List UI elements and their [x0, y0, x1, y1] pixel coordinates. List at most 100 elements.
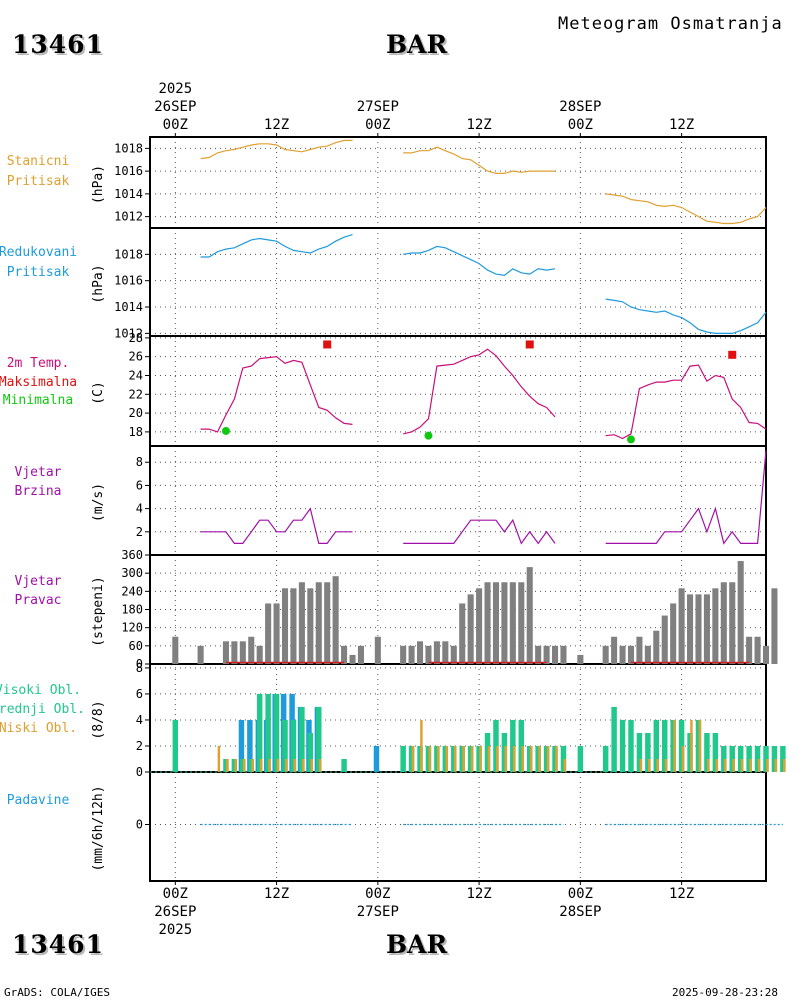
wind-direction-bar [670, 603, 677, 664]
y-tick-label: 26 [129, 350, 143, 364]
station_pressure-series-line [403, 146, 555, 174]
reduced_pressure-series-line [403, 245, 556, 277]
wind-direction-bar [552, 645, 559, 664]
date-label-bottom: 26SEP [154, 904, 196, 920]
wind-direction-bar [408, 645, 415, 664]
wind-direction-bar [687, 594, 694, 664]
wind-direction-bar [357, 645, 364, 664]
low-cloud-bar [487, 745, 491, 772]
panel-frame [149, 445, 767, 556]
mid-cloud-bar [552, 745, 558, 772]
y-tick-label: 0 [136, 657, 143, 671]
high-cloud-bar [255, 719, 262, 772]
panel-label: Brzina [15, 484, 62, 499]
y-tick-label: 1012 [114, 210, 143, 224]
wind_speed-series-line [403, 518, 556, 545]
wind-direction-bar [416, 641, 424, 664]
panel-frame [149, 335, 767, 447]
wind-direction-bar [374, 636, 381, 664]
high-cloud-bar [280, 693, 287, 772]
wind-direction-bar [501, 582, 508, 664]
low-cloud-bar [453, 745, 457, 772]
y-tick-label: 6 [136, 478, 143, 492]
wind-direction-bar [771, 588, 778, 664]
timestamp-text: 2025-09-28-23:28 [672, 986, 778, 999]
low-cloud-bar [318, 758, 322, 772]
low-cloud-bar [226, 758, 229, 772]
y-tick-label: 4 [136, 502, 143, 516]
panel-frame [149, 227, 767, 337]
panel-label: Pritisak [7, 174, 70, 189]
y-tick-label: 28 [129, 331, 143, 345]
wind-direction-bar [518, 582, 525, 664]
mid-cloud-bar [737, 745, 744, 772]
y-tick-label: 8 [136, 661, 143, 675]
y-tick-label: 1018 [114, 247, 143, 261]
y-tick-label: 1014 [114, 187, 143, 201]
low-cloud-bar [302, 758, 305, 772]
wind-direction-bar [678, 588, 685, 664]
wind-direction-bar [712, 588, 719, 664]
wind-direction-bar [459, 603, 466, 664]
mid-cloud-bar [771, 745, 778, 772]
low-cloud-bar [512, 745, 516, 772]
y-tick-label: 2 [136, 739, 143, 753]
tmax-marker [323, 340, 332, 349]
low-cloud-bar [310, 758, 313, 772]
y-tick-label: 300 [121, 566, 143, 580]
mid-cloud-bar [493, 719, 499, 772]
wind-direction-bar [492, 582, 500, 664]
y-tick-label: 8 [136, 455, 143, 469]
mid-cloud-bar [223, 758, 229, 772]
mid-cloud-bar [273, 693, 280, 772]
panel-label: Vjetar [15, 465, 62, 480]
y-tick-label: 1018 [114, 141, 143, 155]
panel-frame [149, 554, 767, 665]
low-cloud-bar [234, 758, 237, 772]
wind-direction-bar [762, 645, 770, 664]
low-cloud-bar [783, 758, 786, 772]
wind-direction-bar [754, 636, 761, 664]
y-axis-label: (hPa) [91, 264, 106, 303]
low-cloud-bar [428, 745, 432, 772]
hour-label-top: 12Z [669, 117, 694, 133]
mid-cloud-bar [535, 745, 541, 772]
wind-direction-bar [737, 561, 744, 664]
panel-label: Stanicni [7, 154, 70, 169]
wind-direction-bar [442, 641, 449, 664]
wind-direction-bar [543, 645, 550, 664]
city-name-bottom: BAR [386, 930, 448, 959]
panel-frame [149, 663, 767, 773]
panel-label: Maksimalna [0, 375, 77, 390]
high-cloud-bar [264, 719, 270, 772]
mid-cloud-bar [518, 719, 525, 772]
wind-direction-bar [307, 588, 314, 664]
mid-cloud-bar [526, 745, 533, 772]
wind-direction-bar [315, 582, 322, 664]
low-cloud-bar [740, 758, 744, 772]
wind-direction-bar [484, 582, 491, 664]
mid-cloud-bar [172, 719, 179, 772]
mid-cloud-bar [628, 719, 634, 772]
y-tick-label: 1012 [114, 326, 143, 340]
mid-cloud-bar [290, 719, 297, 772]
mid-cloud-bar [256, 693, 263, 772]
wind-direction-bar [476, 588, 483, 664]
mid-cloud-bar [560, 745, 567, 772]
panel-frame [149, 771, 767, 882]
low-cloud-bar [479, 745, 482, 772]
wind-direction-bar [231, 641, 238, 664]
wind-direction-bar [197, 645, 204, 664]
y-axis-label: (m/s) [91, 483, 106, 522]
mid-cloud-bar [645, 732, 651, 772]
year-label-top: 2025 [158, 81, 192, 97]
mid-cloud-bar [484, 732, 491, 772]
temperature-series-line [403, 348, 556, 435]
y-tick-label: 18 [129, 425, 143, 439]
low-cloud-bar [546, 745, 550, 772]
date-label-top: 26SEP [154, 99, 196, 115]
hour-label-bottom: 12Z [264, 886, 289, 902]
wind-direction-bar [577, 654, 584, 664]
mid-cloud-bar [400, 745, 406, 772]
panel-label: Srednji Obl. [0, 702, 85, 717]
